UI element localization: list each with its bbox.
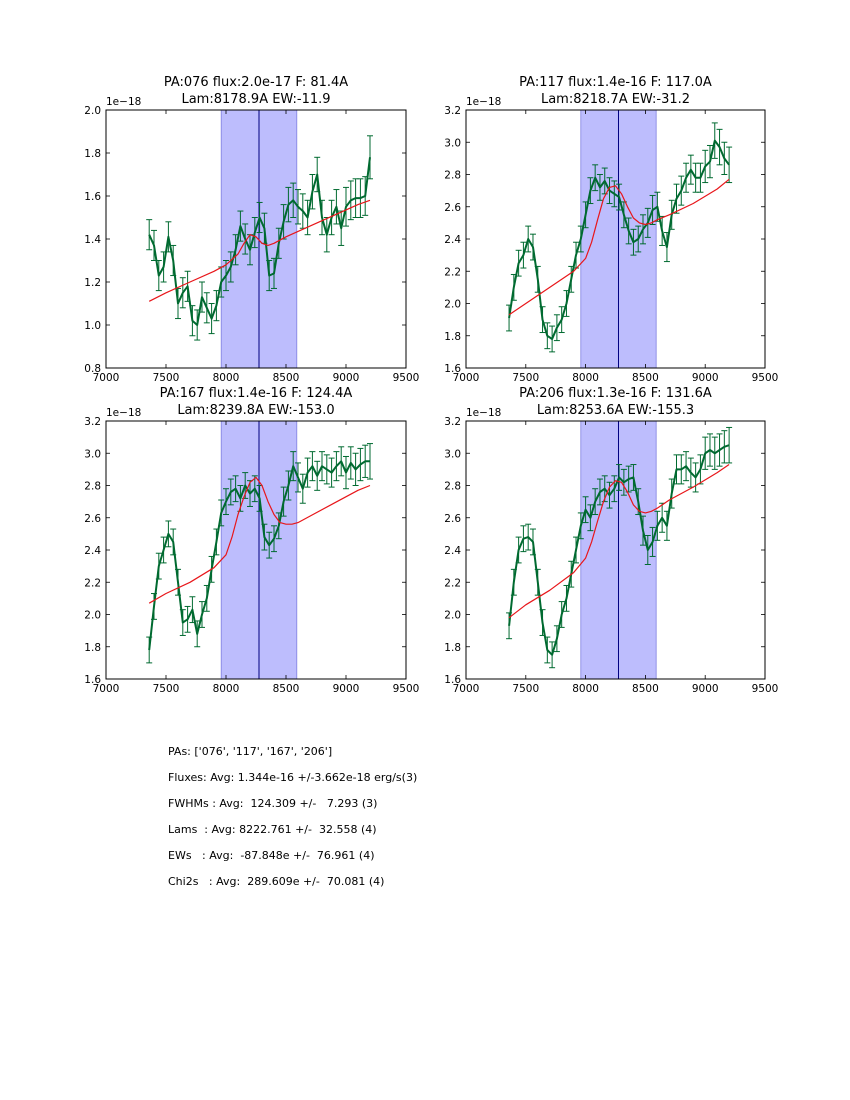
y-tick-label: 1.6 [84, 674, 101, 686]
x-tick-label: 7000 [93, 683, 120, 695]
x-tick-label: 7500 [512, 372, 539, 384]
x-tick-label: 9500 [752, 683, 779, 695]
panel-4: 7000 7500 8000 8500 9000 9500 1.6 1.8 2.0 2.2 2.4 2… [444, 386, 778, 695]
y-offset-label: 1e−18 [466, 407, 501, 419]
data-series-line [148, 460, 370, 651]
y-tick-label: 2.2 [444, 577, 461, 589]
chart-title-line2: Lam:8178.9A EW:-11.9 [181, 92, 330, 107]
summary-block: PAs: ['076', '117', '167', '206'] Fluxes… [168, 745, 417, 901]
y-tick-label: 2.6 [444, 202, 461, 214]
y-tick-label: 2.2 [84, 577, 101, 589]
x-tick-label: 9500 [393, 372, 420, 384]
y-tick-label: 2.6 [444, 513, 461, 525]
data-series-line [508, 139, 730, 340]
plot-area [146, 421, 373, 679]
x-tick-label: 8500 [273, 372, 300, 384]
x-tick-label: 7000 [93, 372, 120, 384]
plot-area [506, 421, 733, 679]
chart-title-line1: PA:117 flux:1.4e-16 F: 117.0A [519, 75, 712, 90]
y-tick-label: 1.8 [444, 642, 461, 654]
x-tick-label: 9500 [393, 683, 420, 695]
y-tick-label: 1.0 [84, 320, 101, 332]
fit-curve-line [148, 199, 371, 302]
y-tick-label: 3.0 [444, 137, 461, 149]
y-tick-label: 1.2 [84, 277, 101, 289]
fit-curve-line [508, 178, 730, 316]
y-tick-label: 1.8 [444, 331, 461, 343]
y-tick-label: 2.8 [444, 481, 461, 493]
summary-pas: PAs: ['076', '117', '167', '206'] [168, 745, 333, 758]
x-tick-label: 9000 [692, 683, 719, 695]
panel-1: 7000 7500 8000 8500 9000 9500 0.8 1.0 1.2 1.4 1.6 1… [84, 75, 419, 384]
x-tick-label: 8500 [273, 683, 300, 695]
y-tick-label: 2.0 [444, 299, 461, 311]
y-tick-label: 2.8 [444, 170, 461, 182]
y-tick-label: 2.0 [84, 105, 101, 117]
x-tick-label: 7500 [512, 683, 539, 695]
x-tick-label: 9500 [752, 372, 779, 384]
y-tick-label: 0.8 [84, 363, 101, 375]
panel-3: 7000 7500 8000 8500 9000 9500 1.6 1.8 2.0 2.2 2.4 2… [84, 386, 419, 695]
y-tick-label: 3.2 [444, 416, 461, 428]
x-tick-label: 7500 [153, 683, 180, 695]
y-offset-label: 1e−18 [106, 407, 141, 419]
summary-ews: EWs : Avg: -87.848e +/- 76.961 (4) [168, 849, 375, 862]
plot-area [146, 110, 373, 368]
y-tick-label: 2.4 [444, 234, 461, 246]
y-tick-label: 3.0 [444, 448, 461, 460]
chart-title-line2: Lam:8218.7A EW:-31.2 [541, 92, 690, 107]
x-tick-label: 9000 [333, 683, 360, 695]
x-tick-label: 9000 [333, 372, 360, 384]
y-tick-label: 3.2 [444, 105, 461, 117]
fit-curve-line [148, 476, 371, 604]
summary-lams: Lams : Avg: 8222.761 +/- 32.558 (4) [168, 823, 377, 836]
y-tick-label: 2.8 [84, 481, 101, 493]
y-tick-label: 1.6 [444, 363, 461, 375]
x-tick-label: 8000 [572, 372, 599, 384]
y-offset-label: 1e−18 [466, 96, 501, 108]
chart-title-line1: PA:076 flux:2.0e-17 F: 81.4A [164, 75, 348, 90]
data-series-line [148, 157, 371, 326]
summary-fwhms: FWHMs : Avg: 124.309 +/- 7.293 (3) [168, 797, 378, 810]
y-tick-label: 2.4 [444, 545, 461, 557]
x-tick-label: 7500 [153, 372, 180, 384]
y-tick-label: 1.6 [84, 191, 101, 203]
y-tick-label: 2.2 [444, 266, 461, 278]
y-tick-label: 1.4 [84, 234, 101, 246]
x-tick-label: 8000 [572, 683, 599, 695]
data-series-line [508, 444, 730, 656]
x-tick-label: 8000 [213, 683, 240, 695]
summary-fluxes: Fluxes: Avg: 1.344e-16 +/-3.662e-18 erg/… [168, 771, 418, 784]
y-tick-label: 1.6 [444, 674, 461, 686]
chart-title-line1: PA:167 flux:1.4e-16 F: 124.4A [160, 386, 353, 401]
y-tick-label: 3.0 [84, 448, 101, 460]
y-tick-label: 2.0 [444, 610, 461, 622]
y-tick-label: 2.4 [84, 545, 101, 557]
x-tick-label: 7000 [453, 683, 480, 695]
chart-title-line1: PA:206 flux:1.3e-16 F: 131.6A [519, 386, 712, 401]
y-tick-label: 3.2 [84, 416, 101, 428]
y-tick-label: 1.8 [84, 642, 101, 654]
y-tick-label: 2.0 [84, 610, 101, 622]
chart-title-line2: Lam:8253.6A EW:-155.3 [537, 403, 694, 418]
x-tick-label: 8500 [632, 372, 659, 384]
x-tick-label: 9000 [692, 372, 719, 384]
chart-title-line2: Lam:8239.8A EW:-153.0 [177, 403, 334, 418]
y-offset-label: 1e−18 [106, 96, 141, 108]
x-tick-label: 8000 [213, 372, 240, 384]
fit-curve-line [508, 464, 730, 619]
summary-chi2s: Chi2s : Avg: 289.609e +/- 70.081 (4) [168, 875, 385, 888]
x-tick-label: 7000 [453, 372, 480, 384]
x-tick-label: 8500 [632, 683, 659, 695]
panel-2: 7000 7500 8000 8500 9000 9500 1.6 1.8 2.0 2.2 2.4 2… [444, 75, 778, 384]
plot-area [506, 110, 733, 368]
y-tick-label: 2.6 [84, 513, 101, 525]
y-tick-label: 1.8 [84, 148, 101, 160]
